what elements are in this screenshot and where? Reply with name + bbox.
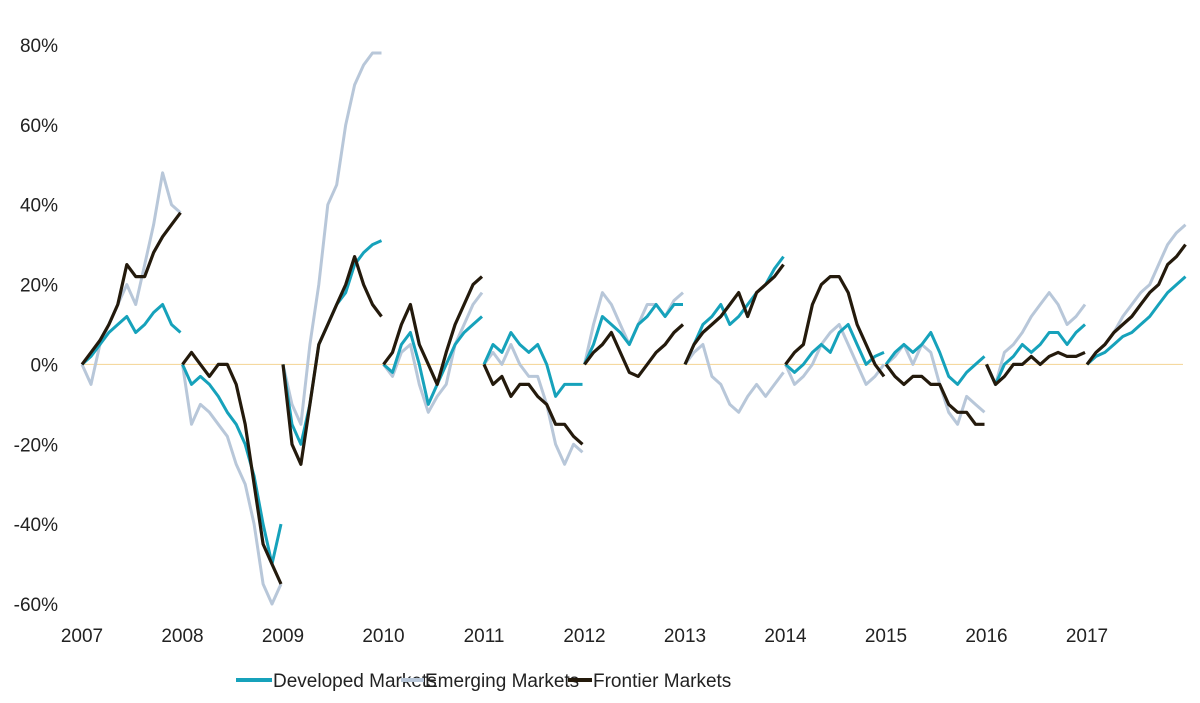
- legend-item-frontier: Frontier Markets: [568, 671, 731, 692]
- series-segment-2016: [985, 323, 1086, 386]
- series-lines: [80, 51, 1187, 606]
- x-tick-label: 2017: [1066, 626, 1108, 647]
- series-developed-markets: [81, 239, 1187, 566]
- series-segment-2009: [281, 51, 382, 426]
- series-segment-2014: [784, 323, 886, 386]
- legend-label-emerging: Emerging Markets: [425, 671, 579, 692]
- x-tick-label: 2014: [764, 626, 807, 647]
- x-axis-ticks: 2007 2008 2009 2010 2011 2012 2013 2014 2015 2016…: [61, 626, 1108, 647]
- series-segment-2010: [382, 291, 484, 414]
- series-segment-2012: [583, 303, 683, 366]
- series-segment-2010: [382, 275, 484, 386]
- x-tick-label: 2008: [161, 626, 203, 647]
- series-segment-2008: [181, 350, 283, 585]
- series-segment-2008: [181, 364, 283, 606]
- series-segment-2007: [80, 211, 182, 366]
- series-segment-2007: [80, 171, 182, 386]
- series-segment-2010: [382, 315, 483, 406]
- x-tick-label: 2011: [464, 626, 505, 647]
- series-segment-2007: [81, 303, 182, 366]
- series-segment-2015: [884, 363, 985, 426]
- series-segment-2013: [683, 343, 785, 414]
- x-tick-label: 2016: [965, 626, 1007, 647]
- y-tick-label: 0%: [31, 355, 59, 376]
- series-segment-2016: [985, 291, 1087, 386]
- x-tick-label: 2013: [664, 626, 706, 647]
- y-tick-label: 40%: [20, 196, 58, 217]
- series-segment-2016: [985, 350, 1086, 386]
- x-tick-label: 2007: [61, 626, 103, 647]
- series-segment-2011: [482, 343, 584, 466]
- x-tick-label: 2012: [563, 626, 605, 647]
- legend-item-developed: Developed Markets: [236, 671, 437, 692]
- y-axis-ticks: -60% -40% -20% 0% 20% 40% 60% 80%: [14, 36, 58, 616]
- y-tick-label: 60%: [20, 116, 58, 137]
- series-segment-2014: [784, 275, 886, 378]
- series-segment-2014: [784, 323, 885, 374]
- series-segment-2017: [1085, 243, 1187, 366]
- y-tick-label: -60%: [14, 595, 58, 616]
- y-tick-label: 20%: [20, 276, 58, 297]
- series-frontier-markets: [80, 211, 1187, 585]
- series-segment-2013: [683, 263, 785, 366]
- y-tick-label: -40%: [14, 515, 58, 536]
- series-segment-2012: [583, 323, 685, 378]
- legend-item-emerging: Emerging Markets: [401, 671, 579, 692]
- x-tick-label: 2009: [262, 626, 304, 647]
- series-segment-2009: [281, 255, 383, 466]
- series-segment-2011: [482, 363, 584, 446]
- legend: Developed Markets Emerging Markets Front…: [236, 671, 731, 692]
- series-segment-2017: [1086, 275, 1187, 366]
- legend-label-frontier: Frontier Markets: [593, 671, 731, 692]
- series-segment-2011: [482, 331, 583, 398]
- y-tick-label: -20%: [14, 435, 58, 456]
- series-segment-2015: [884, 331, 986, 386]
- series-segment-2008: [181, 363, 283, 566]
- series-emerging-markets: [80, 51, 1187, 606]
- x-tick-label: 2010: [362, 626, 404, 647]
- series-segment-2017: [1085, 223, 1187, 366]
- x-tick-label: 2015: [865, 626, 907, 647]
- y-tick-label: 80%: [20, 36, 58, 57]
- legend-label-developed: Developed Markets: [273, 671, 437, 692]
